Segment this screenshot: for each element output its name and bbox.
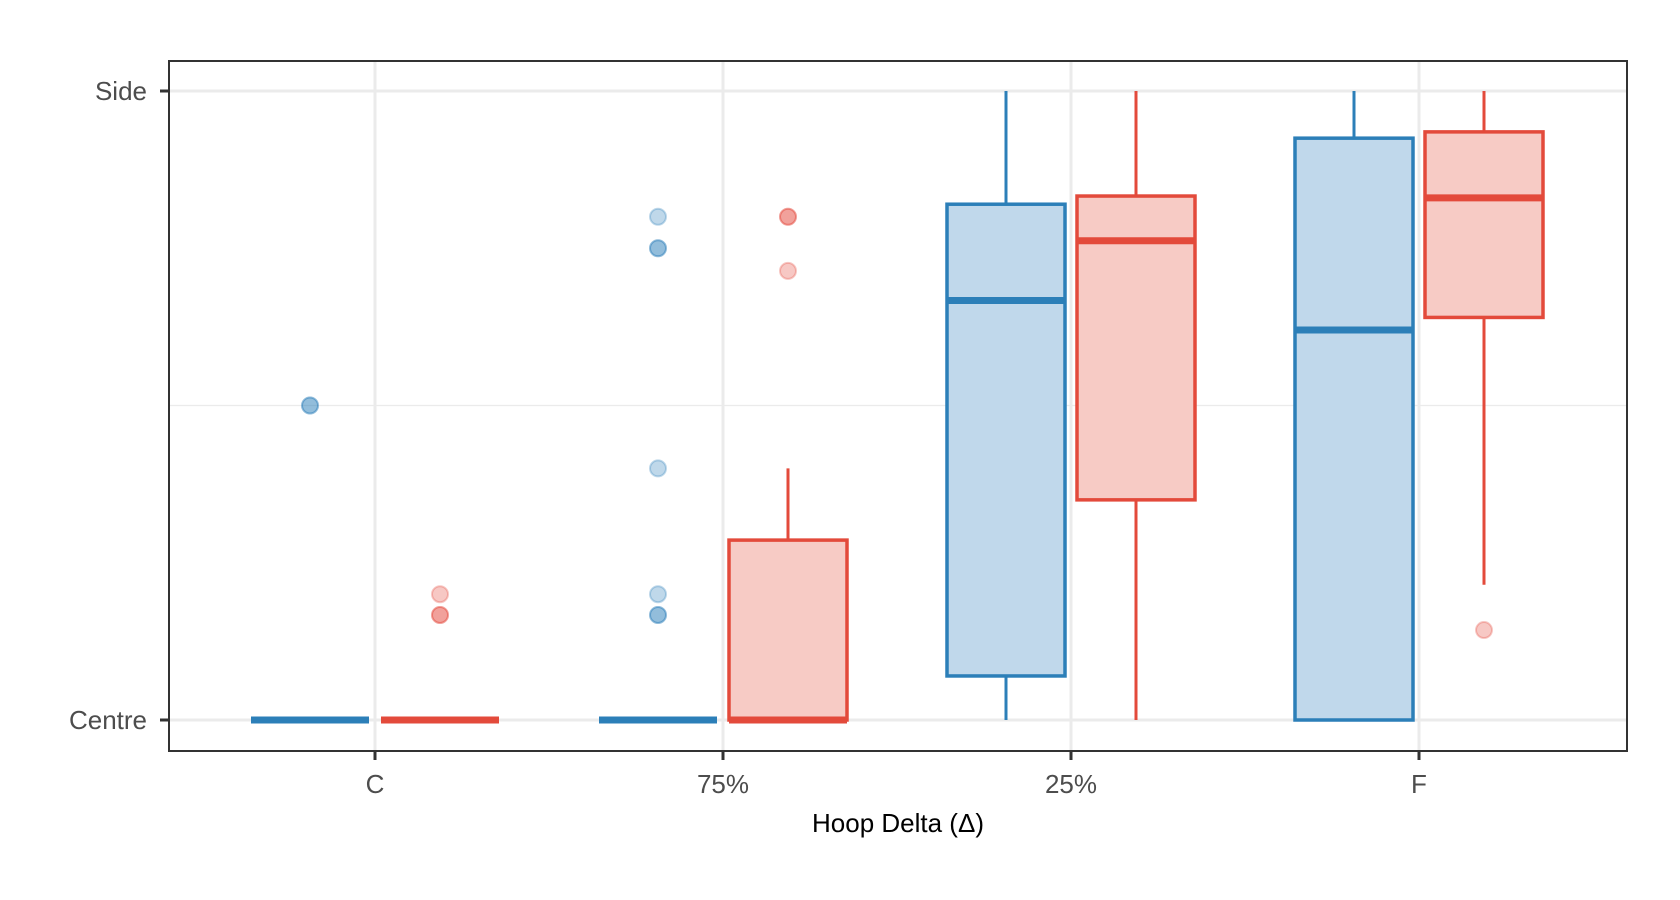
x-tick-label: 75% <box>697 769 749 799</box>
box-layer <box>251 91 1545 724</box>
outlier-point <box>779 207 797 226</box>
outlier-point <box>779 207 797 226</box>
outlier-point <box>649 605 667 624</box>
x-tick-label: 25% <box>1045 769 1097 799</box>
outlier-point <box>649 239 667 258</box>
box <box>1293 91 1415 722</box>
box <box>1423 91 1545 585</box>
outlier-point <box>431 585 449 604</box>
box <box>727 468 849 724</box>
box-body <box>727 538 849 722</box>
outlier-point <box>779 261 797 280</box>
outlier-point <box>649 605 667 624</box>
x-tick-label: F <box>1411 769 1427 799</box>
outlier-point <box>301 396 319 415</box>
box-body <box>1423 130 1545 320</box>
outlier-point <box>649 207 667 226</box>
y-tick-label: Side <box>95 76 147 106</box>
x-axis: C 75% 25% F <box>366 751 1427 799</box>
outlier-point <box>1475 621 1493 640</box>
plot-panel-border <box>168 60 1628 752</box>
outlier-point <box>649 239 667 258</box>
x-axis-title: Hoop Delta (Δ) <box>812 808 984 838</box>
outlier-point <box>649 459 667 478</box>
box <box>1075 91 1197 720</box>
outlier-point <box>431 605 449 624</box>
box <box>945 91 1067 720</box>
y-axis: Centre Side <box>69 76 169 735</box>
x-tick-label: C <box>366 769 385 799</box>
box-body <box>1293 136 1415 722</box>
box-body <box>1075 194 1197 502</box>
outlier-point <box>301 396 319 415</box>
outlier-layer <box>301 207 1493 640</box>
outlier-point <box>649 585 667 604</box>
box-body <box>945 202 1067 678</box>
y-tick-label: Centre <box>69 705 147 735</box>
outlier-point <box>431 605 449 624</box>
